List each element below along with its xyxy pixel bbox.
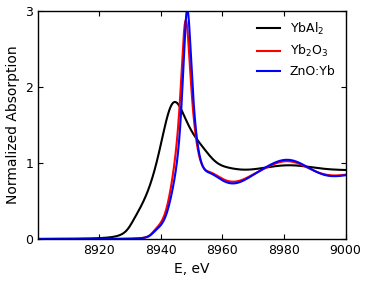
- YbAl$_2$: [167, 109, 171, 112]
- YbAl$_2$: [304, 165, 309, 168]
- X-axis label: E, eV: E, eV: [174, 263, 210, 276]
- YbAl$_2$: [89, 237, 94, 240]
- Line: ZnO:Yb: ZnO:Yb: [38, 9, 345, 239]
- YbAl$_2$: [71, 237, 75, 241]
- Yb$_2$O$_3$: [167, 195, 171, 198]
- Line: YbAl$_2$: YbAl$_2$: [38, 102, 345, 239]
- ZnO:Yb: [167, 203, 171, 206]
- ZnO:Yb: [89, 237, 94, 241]
- Yb$_2$O$_3$: [184, 19, 188, 22]
- ZnO:Yb: [71, 237, 75, 241]
- Yb$_2$O$_3$: [89, 237, 94, 241]
- ZnO:Yb: [185, 8, 189, 11]
- YbAl$_2$: [343, 168, 348, 172]
- YbAl$_2$: [337, 168, 342, 171]
- Yb$_2$O$_3$: [36, 237, 40, 241]
- Yb$_2$O$_3$: [154, 227, 158, 230]
- Yb$_2$O$_3$: [343, 173, 348, 177]
- YbAl$_2$: [154, 163, 158, 167]
- Yb$_2$O$_3$: [71, 237, 75, 241]
- Line: Yb$_2$O$_3$: Yb$_2$O$_3$: [38, 21, 345, 239]
- ZnO:Yb: [343, 173, 348, 177]
- YbAl$_2$: [173, 100, 177, 104]
- Yb$_2$O$_3$: [337, 174, 342, 177]
- ZnO:Yb: [304, 165, 309, 168]
- ZnO:Yb: [337, 174, 342, 178]
- Legend: YbAl$_2$, Yb$_2$O$_3$, ZnO:Yb: YbAl$_2$, Yb$_2$O$_3$, ZnO:Yb: [254, 17, 339, 82]
- YbAl$_2$: [36, 237, 40, 241]
- Y-axis label: Normalized Absorption: Normalized Absorption: [6, 45, 19, 204]
- ZnO:Yb: [36, 237, 40, 241]
- Yb$_2$O$_3$: [304, 166, 309, 169]
- ZnO:Yb: [154, 228, 158, 232]
